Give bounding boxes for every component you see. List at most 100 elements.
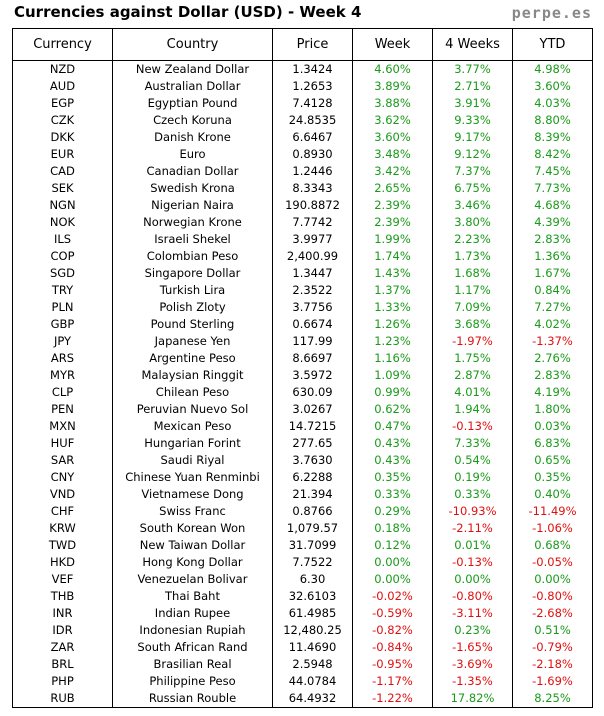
table-cell: 117.99: [272, 333, 353, 350]
table-cell: 44.0784: [272, 673, 353, 690]
table-cell: 17.82%: [432, 690, 513, 708]
table-cell: -2.18%: [512, 656, 593, 673]
table-cell: Indonesian Rupiah: [112, 622, 273, 639]
table-cell: Malaysian Ringgit: [112, 367, 273, 384]
table-row: MXN Mexican Peso 14.7215 0.47% -0.13% 0.03%: [12, 418, 593, 435]
table-cell: Turkish Lira: [112, 282, 273, 299]
table-cell: JPY: [12, 333, 113, 350]
table-row: PHP Philippine Peso 44.0784 -1.17% -1.35% -1.…: [12, 673, 593, 690]
table-cell: Hong Kong Dollar: [112, 554, 273, 571]
table-cell: 1.3447: [272, 265, 353, 282]
table-cell: -2.11%: [432, 520, 513, 537]
table-cell: BRL: [12, 656, 113, 673]
table-cell: 0.47%: [352, 418, 433, 435]
table-cell: -1.06%: [512, 520, 593, 537]
table-cell: 3.80%: [432, 214, 513, 231]
table-cell: -0.13%: [432, 418, 513, 435]
table-cell: 3.5972: [272, 367, 353, 384]
table-cell: 4.98%: [512, 60, 593, 78]
table-cell: CZK: [12, 112, 113, 129]
table-row: NOK Norwegian Krone 7.7742 2.39% 3.80% 4.39%: [12, 214, 593, 231]
table-cell: VND: [12, 486, 113, 503]
title: Currencies against Dollar (USD) - Week 4: [14, 3, 362, 21]
table-cell: Hungarian Forint: [112, 435, 273, 452]
table-cell: 0.99%: [352, 384, 433, 401]
table-cell: Philippine Peso: [112, 673, 273, 690]
table-cell: 0.40%: [512, 486, 593, 503]
table-cell: 0.35%: [352, 469, 433, 486]
table-cell: 0.12%: [352, 537, 433, 554]
table-cell: TRY: [12, 282, 113, 299]
table-cell: 2.39%: [352, 214, 433, 231]
table-cell: Mexican Peso: [112, 418, 273, 435]
table-cell: Chinese Yuan Renminbi: [112, 469, 273, 486]
table-row: DKK Danish Krone 6.6467 3.60% 9.17% 8.39%: [12, 129, 593, 146]
table-row: TWD New Taiwan Dollar 31.7099 0.12% 0.01% 0.6…: [12, 537, 593, 554]
table-cell: -0.80%: [432, 588, 513, 605]
table-row: IDR Indonesian Rupiah 12,480.25 -0.82% 0.23%…: [12, 622, 593, 639]
table-cell: COP: [12, 248, 113, 265]
table-cell: 7.73%: [512, 180, 593, 197]
table-cell: -0.79%: [512, 639, 593, 656]
table-cell: 3.60%: [512, 78, 593, 95]
table-cell: 9.17%: [432, 129, 513, 146]
table-cell: Chilean Peso: [112, 384, 273, 401]
table-row: SAR Saudi Riyal 3.7630 0.43% 0.54% 0.65%: [12, 452, 593, 469]
table-cell: -1.37%: [512, 333, 593, 350]
table-cell: 7.7522: [272, 554, 353, 571]
table-row: SGD Singapore Dollar 1.3447 1.43% 1.68% 1.67%: [12, 265, 593, 282]
table-cell: 1.99%: [352, 231, 433, 248]
table-cell: Singapore Dollar: [112, 265, 273, 282]
table-cell: NGN: [12, 197, 113, 214]
table-row: INR Indian Rupee 61.4985 -0.59% -3.11% -2.68%: [12, 605, 593, 622]
table-cell: TWD: [12, 537, 113, 554]
table-cell: 7.4128: [272, 95, 353, 112]
table-cell: MXN: [12, 418, 113, 435]
table-cell: 1.2446: [272, 163, 353, 180]
column-header: Week: [352, 28, 433, 61]
table-cell: 3.42%: [352, 163, 433, 180]
table-cell: 0.33%: [352, 486, 433, 503]
table-cell: -0.80%: [512, 588, 593, 605]
table-cell: 4.19%: [512, 384, 593, 401]
table-cell: 0.23%: [432, 622, 513, 639]
table-cell: -1.17%: [352, 673, 433, 690]
table-cell: SGD: [12, 265, 113, 282]
table-cell: 0.84%: [512, 282, 593, 299]
table-cell: 4.68%: [512, 197, 593, 214]
table-cell: 1.26%: [352, 316, 433, 333]
table-cell: 4.60%: [352, 60, 433, 78]
table-cell: -3.69%: [432, 656, 513, 673]
table-row: SEK Swedish Krona 8.3343 2.65% 6.75% 7.73%: [12, 180, 593, 197]
table-cell: 3.91%: [432, 95, 513, 112]
table-cell: 4.39%: [512, 214, 593, 231]
table-cell: Saudi Riyal: [112, 452, 273, 469]
table-row: NGN Nigerian Naira 190.8872 2.39% 3.46% 4.68%: [12, 197, 593, 214]
currency-table: Currency Country Price Week 4 Weeks YTD NZD Ne…: [12, 28, 593, 708]
table-cell: 0.18%: [352, 520, 433, 537]
table-row: CAD Canadian Dollar 1.2446 3.42% 7.37% 7.45%: [12, 163, 593, 180]
table-cell: 1.94%: [432, 401, 513, 418]
table-cell: -0.84%: [352, 639, 433, 656]
table-cell: New Zealand Dollar: [112, 60, 273, 78]
table-cell: 1.75%: [432, 350, 513, 367]
table-cell: Brasilian Real: [112, 656, 273, 673]
table-cell: Nigerian Naira: [112, 197, 273, 214]
table-cell: 1.09%: [352, 367, 433, 384]
table-cell: 1.74%: [352, 248, 433, 265]
column-header: 4 Weeks: [432, 28, 513, 61]
table-cell: ILS: [12, 231, 113, 248]
table-cell: NOK: [12, 214, 113, 231]
table-cell: 8.39%: [512, 129, 593, 146]
header-row: Currency Country Price Week 4 Weeks YTD: [12, 28, 593, 61]
table-cell: 6.6467: [272, 129, 353, 146]
table-cell: 7.27%: [512, 299, 593, 316]
table-cell: 630.09: [272, 384, 353, 401]
column-header: Country: [112, 28, 273, 61]
table-cell: Norwegian Krone: [112, 214, 273, 231]
table-cell: 2.83%: [512, 367, 593, 384]
table-cell: Japanese Yen: [112, 333, 273, 350]
table-row: KRW South Korean Won 1,079.57 0.18% -2.11% -1…: [12, 520, 593, 537]
table-cell: 2,400.99: [272, 248, 353, 265]
table-cell: 1.33%: [352, 299, 433, 316]
